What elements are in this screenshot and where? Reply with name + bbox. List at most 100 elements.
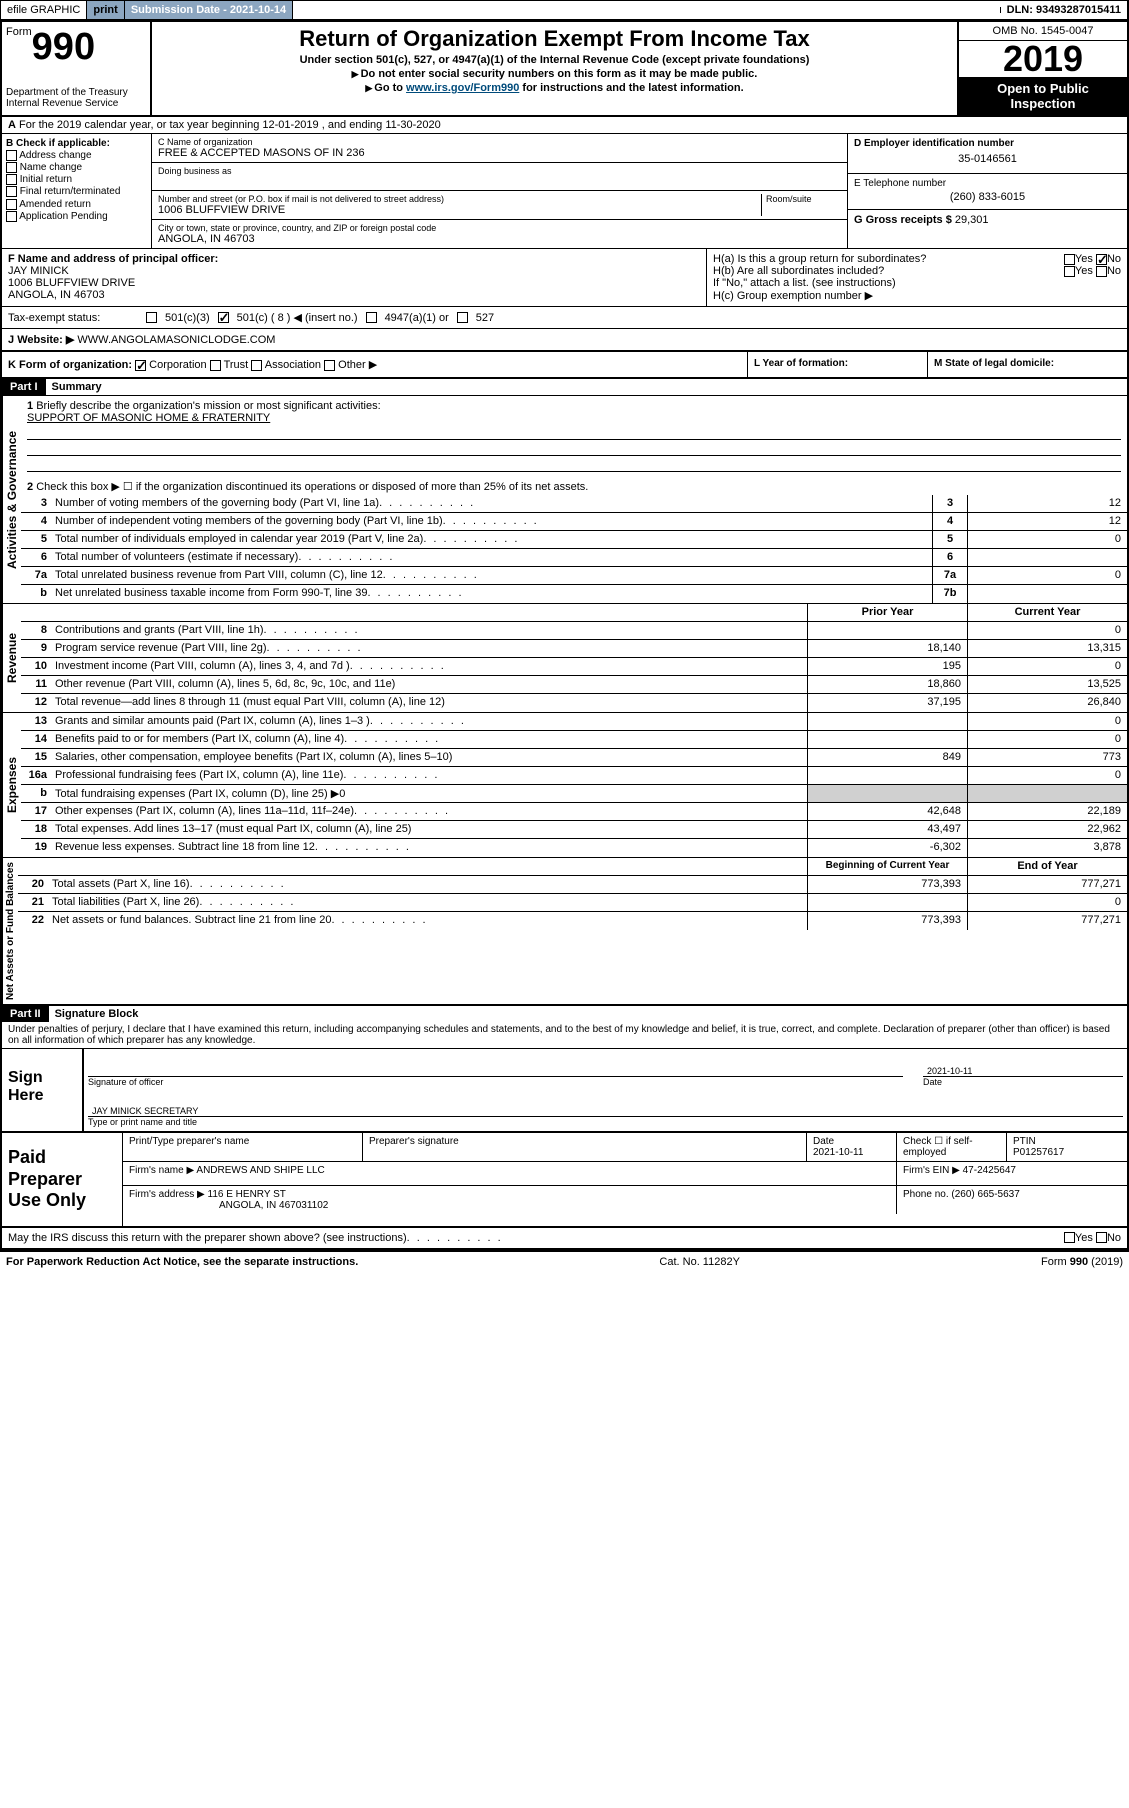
no-label-2: No	[1107, 265, 1121, 277]
declaration-text: Under penalties of perjury, I declare th…	[2, 1022, 1127, 1049]
chk-amended[interactable]: Amended return	[6, 199, 147, 210]
sec-b-label: B Check if applicable:	[6, 138, 110, 149]
part2-title: Signature Block	[49, 1006, 145, 1022]
chk-trust[interactable]	[210, 360, 221, 371]
line20-prior: 773,393	[807, 876, 967, 893]
yes-label: Yes	[1075, 253, 1093, 265]
line18-label: Total expenses. Add lines 13–17 (must eq…	[51, 821, 807, 838]
discuss-no: No	[1107, 1232, 1121, 1244]
irs-link[interactable]: www.irs.gov/Form990	[406, 82, 519, 94]
chk-other[interactable]	[324, 360, 335, 371]
line12-label: Total revenue—add lines 8 through 11 (mu…	[51, 694, 807, 712]
chk-assoc[interactable]	[251, 360, 262, 371]
line20-label: Total assets (Part X, line 16)	[48, 876, 807, 893]
prep-c4: Check ☐ if self-employed	[897, 1133, 1007, 1161]
chk-address[interactable]: Address change	[6, 150, 147, 161]
print-button[interactable]: print	[87, 1, 124, 19]
ein-value: 35-0146561	[854, 149, 1121, 169]
dba-label: Doing business as	[158, 166, 841, 176]
line8-curr: 0	[967, 622, 1127, 639]
line17-prior: 42,648	[807, 803, 967, 820]
opt-assoc: Association	[265, 359, 321, 371]
sig-name-value: JAY MINICK SECRETARY	[88, 1093, 1123, 1117]
line13-prior	[807, 713, 967, 730]
addr-label: Number and street (or P.O. box if mail i…	[158, 194, 761, 204]
chk-501c[interactable]	[218, 312, 229, 323]
line7b-value	[967, 585, 1127, 603]
line15-curr: 773	[967, 749, 1127, 766]
line17-curr: 22,189	[967, 803, 1127, 820]
gross-receipts: 29,301	[955, 214, 989, 226]
form-number: 990	[32, 26, 95, 68]
line9-label: Program service revenue (Part VIII, line…	[51, 640, 807, 657]
subdate-value: 2021-10-14	[230, 4, 286, 16]
h-b-label: H(b) Are all subordinates included?	[713, 265, 884, 277]
firm-phone-label: Phone no.	[903, 1189, 949, 1200]
opt-527: 527	[476, 312, 494, 324]
submission-date: Submission Date - 2021-10-14	[125, 1, 293, 19]
form-subtitle-1: Under section 501(c), 527, or 4947(a)(1)…	[156, 54, 953, 66]
vert-governance: Activities & Governance	[2, 396, 21, 603]
line10-curr: 0	[967, 658, 1127, 675]
chk-pending[interactable]: Application Pending	[6, 211, 147, 222]
footer-right: Form 990 (2019)	[1041, 1256, 1123, 1268]
chk-501c3[interactable]	[146, 312, 157, 323]
line6-value	[967, 549, 1127, 566]
line9-prior: 18,140	[807, 640, 967, 657]
line16a-curr: 0	[967, 767, 1127, 784]
part2-header: Part II	[2, 1006, 49, 1022]
end-year-hdr: End of Year	[967, 858, 1127, 875]
officer-addr1: 1006 BLUFFVIEW DRIVE	[8, 277, 700, 289]
vert-expenses: Expenses	[2, 713, 21, 857]
chk-discuss-no[interactable]	[1096, 1232, 1107, 1243]
chk-name[interactable]: Name change	[6, 162, 147, 173]
telephone-value: (260) 833-6015	[854, 189, 1121, 205]
line9-curr: 13,315	[967, 640, 1127, 657]
chk-527[interactable]	[457, 312, 468, 323]
line21-curr: 0	[967, 894, 1127, 911]
website-value: WWW.ANGOLAMASONICLODGE.COM	[74, 334, 275, 346]
line11-prior: 18,860	[807, 676, 967, 693]
sig-date-value: 2021-10-11	[923, 1053, 1123, 1077]
chk-4947[interactable]	[366, 312, 377, 323]
line22-prior: 773,393	[807, 912, 967, 930]
line12-prior: 37,195	[807, 694, 967, 712]
opt-trust: Trust	[224, 359, 249, 371]
yes-label-2: Yes	[1075, 265, 1093, 277]
form-title: Return of Organization Exempt From Incom…	[156, 26, 953, 52]
firm-addr2: ANGOLA, IN 467031102	[219, 1200, 328, 1211]
sec-c-label: C Name of organization	[158, 137, 841, 147]
prep-c5-label: PTIN	[1013, 1136, 1036, 1147]
firm-addr1: 116 E HENRY ST	[208, 1189, 286, 1200]
no-label: No	[1107, 253, 1121, 265]
opt-501c: 501(c) ( 8 ) ◀ (insert no.)	[237, 311, 358, 324]
line6-label: Total number of volunteers (estimate if …	[51, 549, 932, 566]
form-label: Form	[6, 26, 32, 38]
h-a-label: H(a) Is this a group return for subordin…	[713, 253, 926, 265]
line20-curr: 777,271	[967, 876, 1127, 893]
chk-final[interactable]: Final return/terminated	[6, 186, 147, 197]
line8-prior	[807, 622, 967, 639]
line10-label: Investment income (Part VIII, column (A)…	[51, 658, 807, 675]
discuss-yes: Yes	[1075, 1232, 1093, 1244]
chk-initial[interactable]: Initial return	[6, 174, 147, 185]
subdate-label: Submission Date -	[131, 4, 230, 16]
line18-prior: 43,497	[807, 821, 967, 838]
line19-label: Revenue less expenses. Subtract line 18 …	[51, 839, 807, 857]
sec-k-label: K Form of organization:	[8, 359, 132, 371]
chk-discuss-yes[interactable]	[1064, 1232, 1075, 1243]
officer-name: JAY MINICK	[8, 265, 700, 277]
line13-curr: 0	[967, 713, 1127, 730]
line7a-value: 0	[967, 567, 1127, 584]
room-label: Room/suite	[761, 194, 841, 216]
dln-value: 93493287015411	[1036, 4, 1121, 16]
firm-addr-label: Firm's address ▶	[129, 1189, 205, 1200]
chk-corp[interactable]	[135, 360, 146, 371]
line1-value: SUPPORT OF MASONIC HOME & FRATERNITY	[27, 412, 1121, 424]
line14-label: Benefits paid to or for members (Part IX…	[51, 731, 807, 748]
firm-ein: 47-2425647	[963, 1165, 1016, 1176]
line19-prior: -6,302	[807, 839, 967, 857]
line17-label: Other expenses (Part IX, column (A), lin…	[51, 803, 807, 820]
line16a-prior	[807, 767, 967, 784]
line2-label: Check this box ▶ ☐ if the organization d…	[36, 481, 588, 493]
